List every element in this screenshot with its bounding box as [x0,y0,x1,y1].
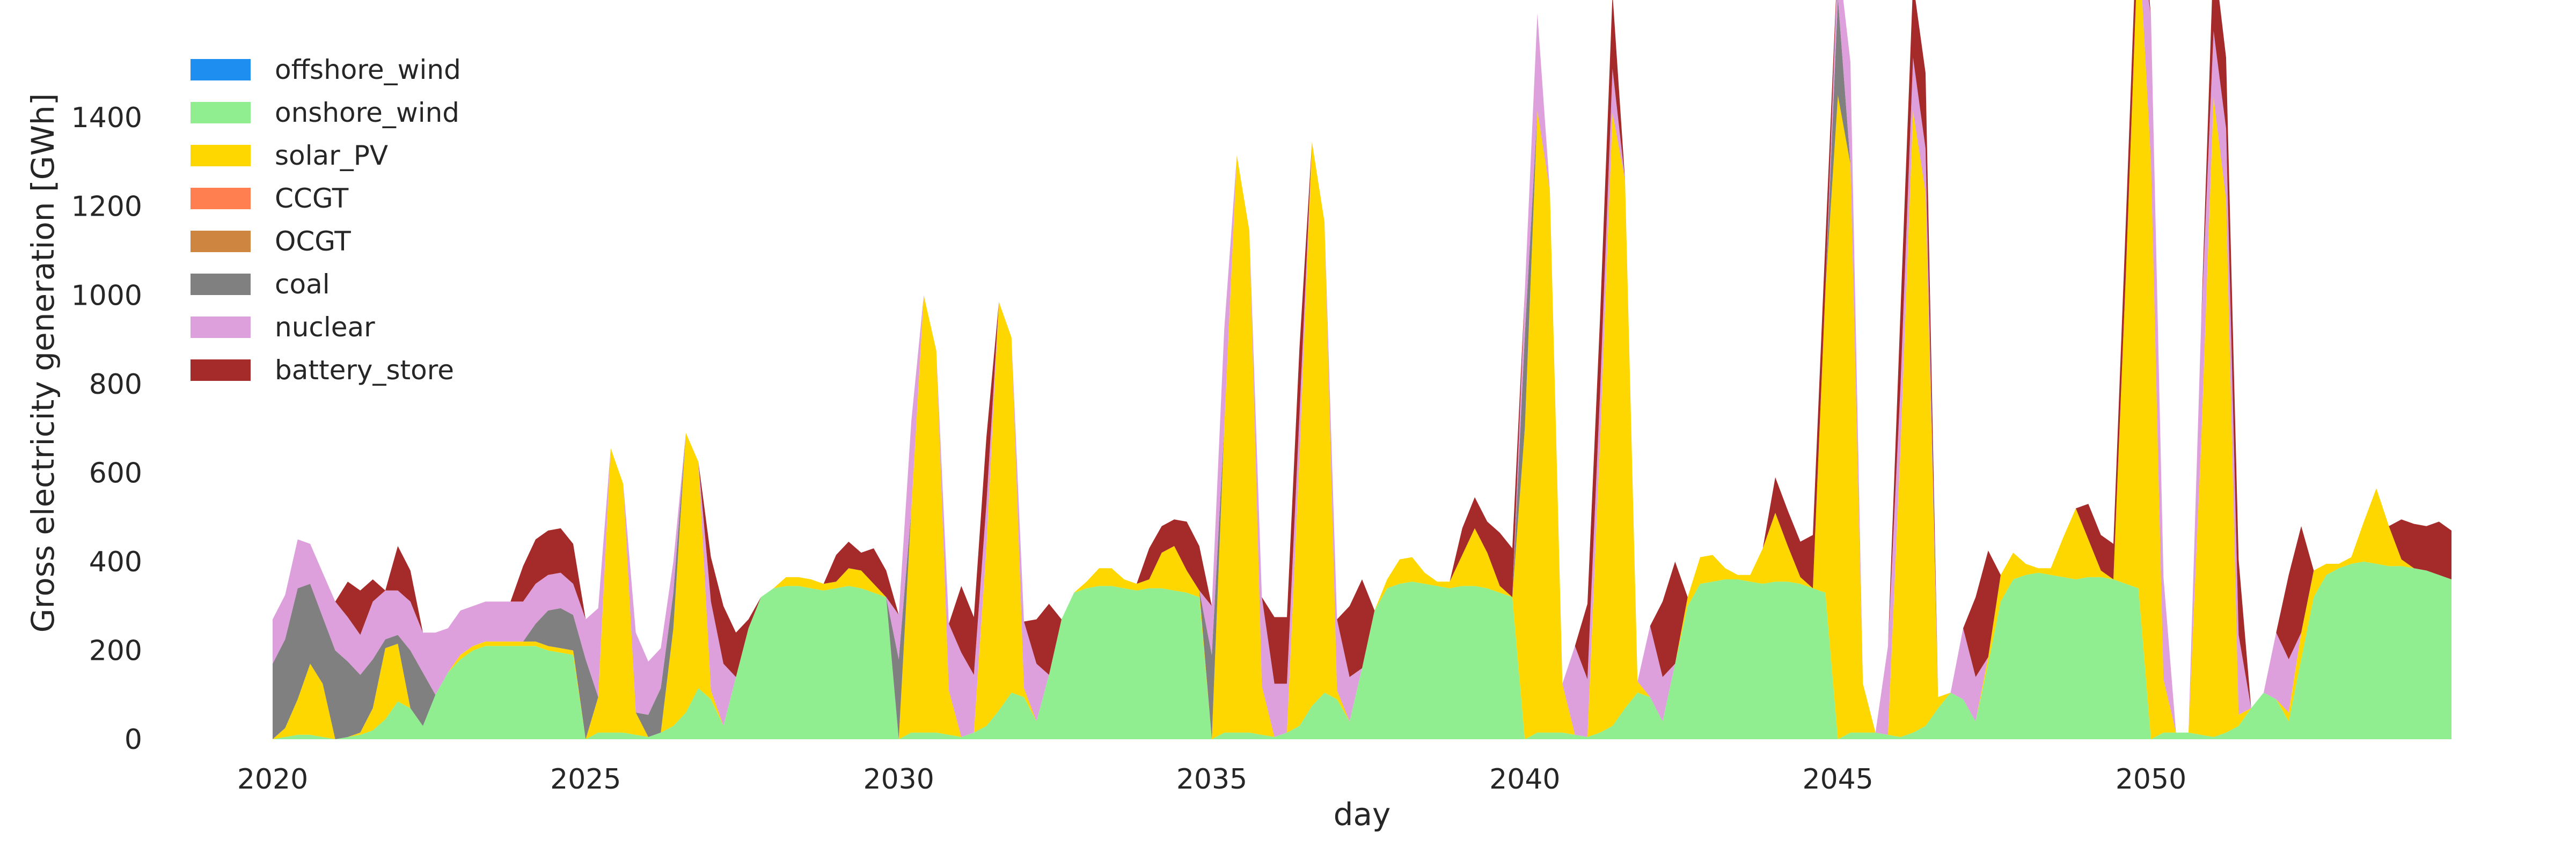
y-axis-ticks: 0 200 400 600 800 1000 1200 1400 [71,102,142,756]
area-series-battery-store [273,0,2451,733]
legend-item-CCGT: CCGT [191,183,349,214]
legend-item-battery-store: battery_store [191,355,454,386]
legend-swatch [191,359,251,381]
y-tick-label: 1000 [71,279,142,312]
y-tick-label: 800 [89,369,142,401]
legend-item-nuclear: nuclear [191,312,375,343]
x-axis-title: day [1334,796,1391,833]
x-tick-label: 2050 [2116,763,2186,796]
legend-item-onshore-wind: onshore_wind [191,97,459,128]
y-tick-label: 1400 [71,102,142,134]
stacked-areas [273,0,2451,739]
legend-item-coal: coal [191,269,330,300]
legend-label: nuclear [275,312,375,343]
area-series-solar-PV [273,0,2451,739]
legend-swatch [191,188,251,209]
y-tick-label: 200 [89,635,142,667]
x-axis-ticks: 2020 2025 2030 2035 2040 2045 2050 [237,763,2186,796]
legend-item-solar-PV: solar_PV [191,140,388,171]
legend-label: solar_PV [275,140,388,171]
legend-item-offshore-wind: offshore_wind [191,54,461,85]
x-tick-label: 2025 [550,763,621,796]
y-axis-title: Gross electricity generation [GWh] [25,93,61,633]
y-tick-label: 1200 [71,191,142,223]
x-tick-label: 2030 [863,763,934,796]
legend-label: coal [275,269,330,300]
legend-label: CCGT [275,183,349,214]
x-tick-label: 2020 [237,763,308,796]
legend-swatch [191,59,251,80]
area-series-onshore-wind [273,561,2451,739]
legend-item-OCGT: OCGT [191,226,351,257]
legend: offshore_wind onshore_wind solar_PV CCGT OCG… [191,54,461,386]
legend-label: offshore_wind [275,54,461,85]
x-tick-label: 2035 [1176,763,1247,796]
legend-label: onshore_wind [275,97,459,128]
y-tick-label: 600 [89,457,142,489]
legend-label: battery_store [275,355,454,386]
legend-swatch [191,145,251,166]
legend-swatch [191,102,251,123]
legend-swatch [191,317,251,338]
y-tick-label: 0 [125,724,142,756]
legend-swatch [191,231,251,252]
legend-label: OCGT [275,226,351,257]
x-tick-label: 2045 [1802,763,1873,796]
legend-swatch [191,274,251,295]
x-tick-label: 2040 [1489,763,1560,796]
y-tick-label: 400 [89,546,142,578]
